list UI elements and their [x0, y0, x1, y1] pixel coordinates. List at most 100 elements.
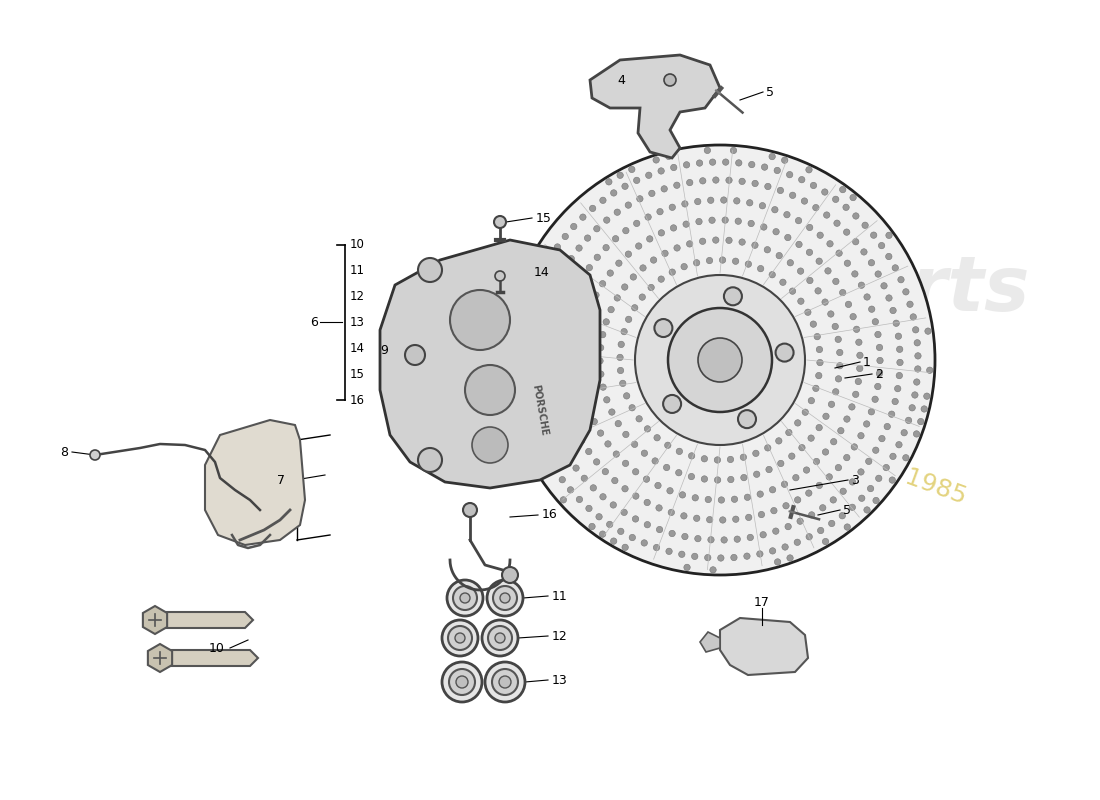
- Circle shape: [576, 496, 583, 502]
- Circle shape: [575, 245, 582, 251]
- Circle shape: [669, 204, 675, 210]
- Circle shape: [632, 516, 639, 522]
- Circle shape: [719, 517, 726, 523]
- Circle shape: [541, 315, 548, 322]
- Circle shape: [896, 359, 903, 366]
- Circle shape: [568, 486, 574, 493]
- Circle shape: [877, 370, 882, 377]
- Circle shape: [898, 277, 904, 283]
- Circle shape: [519, 354, 525, 361]
- Circle shape: [876, 475, 882, 482]
- Circle shape: [686, 179, 693, 186]
- Circle shape: [705, 496, 712, 502]
- Circle shape: [689, 474, 694, 480]
- Circle shape: [745, 494, 750, 501]
- Circle shape: [724, 287, 741, 306]
- Circle shape: [613, 235, 619, 242]
- Circle shape: [914, 340, 921, 346]
- Circle shape: [623, 460, 629, 466]
- Circle shape: [594, 226, 600, 232]
- Text: 8: 8: [60, 446, 68, 458]
- Circle shape: [844, 524, 850, 530]
- Circle shape: [526, 302, 532, 309]
- Circle shape: [874, 383, 881, 390]
- Circle shape: [586, 406, 592, 413]
- Circle shape: [740, 454, 747, 461]
- Circle shape: [700, 238, 706, 245]
- Circle shape: [502, 567, 518, 583]
- Circle shape: [472, 427, 508, 463]
- Circle shape: [681, 263, 688, 270]
- Circle shape: [578, 342, 584, 348]
- Circle shape: [851, 270, 858, 277]
- Circle shape: [579, 275, 585, 282]
- Circle shape: [845, 301, 851, 307]
- Circle shape: [926, 367, 933, 374]
- Circle shape: [894, 386, 901, 392]
- Text: 13: 13: [350, 316, 365, 329]
- Circle shape: [810, 321, 816, 327]
- Circle shape: [789, 453, 795, 459]
- Circle shape: [806, 224, 813, 230]
- Circle shape: [632, 493, 639, 499]
- Circle shape: [669, 269, 675, 275]
- Circle shape: [664, 442, 671, 449]
- Circle shape: [830, 438, 837, 445]
- Circle shape: [537, 367, 543, 374]
- Circle shape: [558, 337, 564, 343]
- Circle shape: [909, 405, 915, 411]
- Circle shape: [520, 381, 527, 387]
- Circle shape: [828, 520, 835, 526]
- Circle shape: [730, 147, 737, 154]
- Circle shape: [706, 517, 713, 523]
- Circle shape: [771, 507, 777, 514]
- Circle shape: [772, 528, 779, 534]
- Circle shape: [550, 290, 556, 297]
- Text: PORSCHE: PORSCHE: [530, 383, 549, 437]
- Circle shape: [864, 421, 870, 427]
- Polygon shape: [143, 606, 167, 634]
- Circle shape: [726, 177, 733, 183]
- Circle shape: [597, 358, 603, 364]
- Circle shape: [759, 202, 766, 209]
- Circle shape: [773, 229, 779, 235]
- Circle shape: [594, 254, 601, 261]
- Circle shape: [641, 450, 648, 457]
- Circle shape: [668, 510, 674, 516]
- Circle shape: [769, 548, 776, 554]
- Circle shape: [781, 481, 788, 487]
- Circle shape: [600, 281, 606, 287]
- Circle shape: [625, 202, 631, 208]
- Circle shape: [675, 470, 682, 476]
- Circle shape: [535, 278, 541, 285]
- Circle shape: [717, 554, 724, 561]
- Circle shape: [673, 182, 680, 189]
- Circle shape: [680, 492, 685, 498]
- Circle shape: [696, 160, 703, 166]
- Circle shape: [692, 553, 697, 559]
- Circle shape: [805, 309, 811, 315]
- Circle shape: [686, 241, 693, 247]
- Circle shape: [726, 237, 733, 243]
- Circle shape: [895, 442, 902, 448]
- Circle shape: [786, 554, 793, 561]
- Circle shape: [580, 329, 586, 335]
- Circle shape: [679, 551, 685, 558]
- Circle shape: [774, 167, 781, 174]
- Text: 11: 11: [350, 264, 365, 278]
- Circle shape: [868, 486, 873, 492]
- Circle shape: [696, 218, 702, 225]
- Circle shape: [835, 465, 842, 471]
- Circle shape: [892, 398, 899, 405]
- Circle shape: [631, 441, 638, 447]
- Circle shape: [698, 338, 742, 382]
- Text: 16: 16: [350, 394, 365, 406]
- Circle shape: [808, 398, 815, 404]
- Circle shape: [90, 450, 100, 460]
- Circle shape: [623, 431, 629, 438]
- Circle shape: [906, 301, 913, 307]
- Circle shape: [783, 502, 789, 509]
- Polygon shape: [720, 618, 808, 675]
- Circle shape: [766, 466, 772, 473]
- Circle shape: [652, 458, 658, 464]
